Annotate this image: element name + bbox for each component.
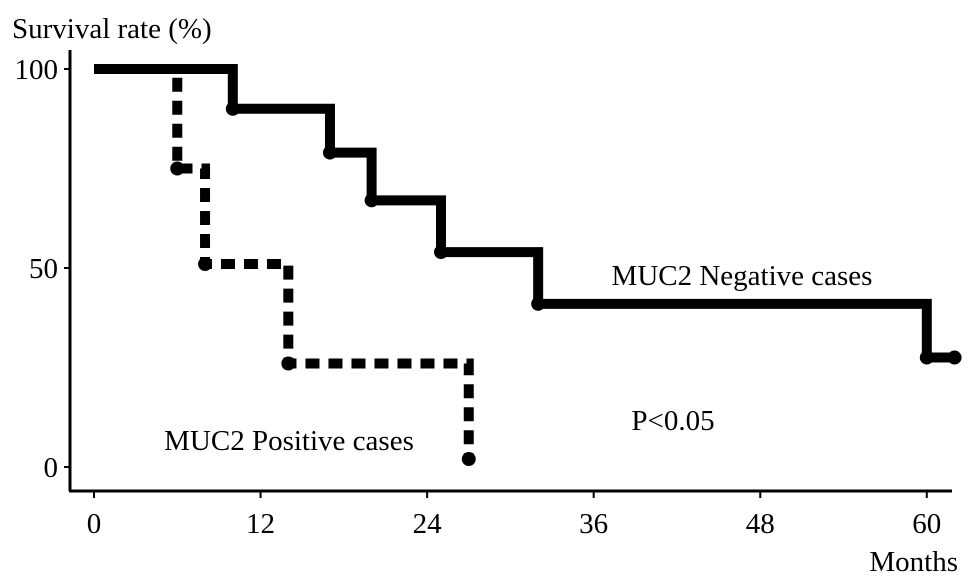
data-point-negative	[531, 296, 546, 311]
series-line-positive	[94, 64, 474, 460]
data-point-negative	[225, 101, 240, 116]
y-tick-label: 100	[15, 54, 59, 86]
y-axis-label: Survival rate (%)	[12, 13, 212, 45]
data-point-positive	[461, 452, 476, 467]
y-ticks: 0 50 100	[15, 54, 70, 484]
x-axis-label: Months	[869, 546, 958, 578]
survival-curves	[94, 64, 962, 467]
series-label-positive: MUC2 Positive cases	[164, 425, 414, 457]
data-point-negative	[364, 193, 379, 208]
series-line-negative	[94, 64, 955, 363]
data-point-positive	[198, 257, 213, 272]
x-tick-label: 36	[579, 508, 608, 540]
y-tick-label: 50	[29, 253, 58, 285]
x-tick-label: 48	[746, 508, 775, 540]
series-label-negative: MUC2 Negative cases	[612, 260, 873, 292]
p-value-annotation: P<0.05	[631, 405, 714, 437]
data-point-negative	[947, 350, 962, 365]
x-ticks: 0 12 24 36 48 60	[87, 491, 941, 540]
data-point-negative	[322, 145, 337, 160]
x-tick-label: 12	[246, 508, 275, 540]
data-point-positive	[281, 356, 296, 371]
data-point-negative	[919, 350, 934, 365]
data-point-positive	[170, 161, 185, 176]
x-tick-label: 60	[912, 508, 941, 540]
y-tick-label: 0	[44, 452, 59, 484]
data-point-negative	[434, 245, 448, 260]
x-tick-label: 24	[413, 508, 443, 540]
x-tick-label: 0	[87, 508, 102, 540]
